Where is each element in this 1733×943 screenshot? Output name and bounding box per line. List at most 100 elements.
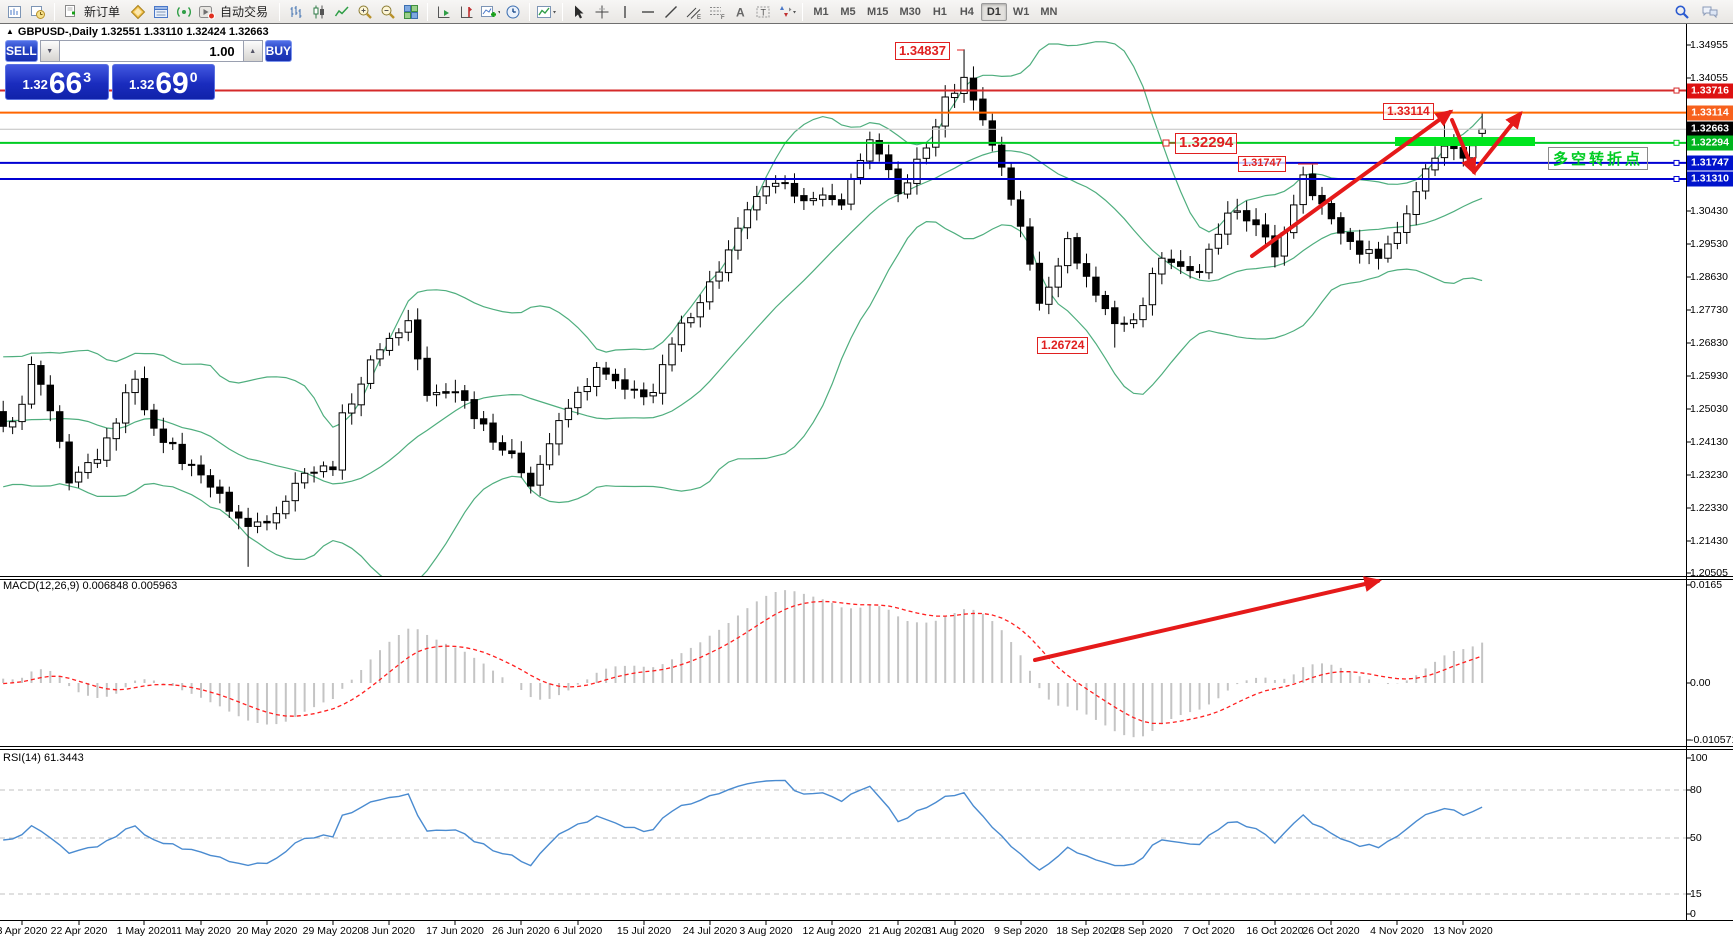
trend-arrow[interactable] <box>1450 118 1477 176</box>
zoom-out-icon[interactable] <box>377 2 399 22</box>
line-chart-icon[interactable] <box>331 2 353 22</box>
price-axis-tick: 1.34055 <box>1690 72 1728 84</box>
candlestick-series <box>0 49 1486 567</box>
vertical-line-icon[interactable] <box>614 2 636 22</box>
bollinger-band-line <box>3 149 1483 485</box>
timeframe-button-M5[interactable]: M5 <box>840 5 856 18</box>
tile-windows-icon[interactable] <box>400 2 422 22</box>
candlestick-icon[interactable] <box>308 2 330 22</box>
autotrading-label[interactable]: 自动交易 <box>220 5 269 19</box>
indicator-axis-tick: -0.010571 <box>1690 734 1733 746</box>
line-anchor-handle[interactable] <box>1673 87 1680 94</box>
turning-point-label[interactable]: 多空转折点 <box>1548 147 1649 170</box>
autotrading-icon[interactable] <box>196 2 218 22</box>
chart-profiles-icon[interactable] <box>27 2 49 22</box>
chart-title: ▲ GBPUSD-,Daily 1.32551 1.33110 1.32424 1… <box>6 26 269 38</box>
volume-input[interactable] <box>59 40 243 62</box>
fibonacci-icon[interactable]: F <box>706 2 728 22</box>
indicator-axis-tick: 0 <box>1690 908 1696 920</box>
price-label-133114[interactable]: 1.33114 <box>1383 103 1434 120</box>
timeframe-button-MN[interactable]: MN <box>1040 5 1058 18</box>
zoom-in-icon[interactable] <box>354 2 376 22</box>
timeframe-button-W1[interactable]: W1 <box>1012 5 1030 18</box>
timeframe-button-M30[interactable]: M30 <box>899 5 921 18</box>
volume-decrease-button[interactable]: ▼ <box>39 40 60 62</box>
bar-chart-icon[interactable] <box>285 2 307 22</box>
arrows-icon[interactable] <box>775 2 797 22</box>
macd-trend-arrow[interactable] <box>1033 576 1382 662</box>
period-icon[interactable] <box>502 2 524 22</box>
price-axis-tick: 1.23230 <box>1690 469 1728 481</box>
date-axis-label: 12 Aug 2020 <box>802 925 862 937</box>
market-depth-icon[interactable] <box>173 2 195 22</box>
chat-icon[interactable] <box>1699 2 1721 22</box>
line-anchor-handle[interactable] <box>1673 139 1680 146</box>
one-click-trading-panel: SELL ▼ ▲ BUY 1.32 66 3 1.32 69 0 <box>5 40 293 100</box>
price-badge-1.32294: 1.32294 <box>1687 135 1733 151</box>
new-order-label[interactable]: 新订单 <box>84 5 121 19</box>
timeframe-button-H4[interactable]: H4 <box>959 5 974 18</box>
line-anchor-handle[interactable] <box>1673 159 1680 166</box>
buy-button[interactable]: BUY <box>264 40 293 62</box>
trend-arrow[interactable] <box>1250 109 1454 258</box>
macd-signal-line <box>3 600 1483 725</box>
price-axis-tick: 1.24130 <box>1690 436 1728 448</box>
price-badge-1.33114: 1.33114 <box>1687 105 1733 121</box>
indicator-axis-tick: 15 <box>1690 888 1702 900</box>
macd-indicator-label: MACD(12,26,9) 0.006848 0.005963 <box>3 580 178 592</box>
price-label-131747[interactable]: 1.31747 <box>1238 156 1286 172</box>
rsi-line <box>3 779 1483 871</box>
price-axis-tick: 1.27730 <box>1690 304 1728 316</box>
price-badge-1.31747: 1.31747 <box>1687 155 1733 171</box>
new-order-icon[interactable] <box>60 2 82 22</box>
indicator-axis-tick: 0.00 <box>1690 677 1711 689</box>
toolbar-right-group <box>1671 2 1729 22</box>
sell-price-button[interactable]: 1.32 66 3 <box>5 64 109 100</box>
chart-shift-icon[interactable] <box>456 2 478 22</box>
line-anchor-handle[interactable] <box>1673 175 1680 182</box>
date-axis-label: 3 Apr 2020 <box>0 925 48 937</box>
horizontal-line-icon[interactable] <box>637 2 659 22</box>
text-label-icon[interactable]: T <box>752 2 774 22</box>
price-badge-1.33716: 1.33716 <box>1687 83 1733 99</box>
timeframe-button-D1[interactable]: D1 <box>980 2 1007 21</box>
date-axis-label: 3 Aug 2020 <box>739 925 793 937</box>
timeframe-button-M15[interactable]: M15 <box>867 5 889 18</box>
data-window-icon[interactable] <box>150 2 172 22</box>
sell-button[interactable]: SELL <box>5 40 38 62</box>
svg-text:A: A <box>736 5 745 19</box>
sell-price-pipette: 3 <box>83 69 91 85</box>
buy-price-button[interactable]: 1.32 69 0 <box>111 64 215 100</box>
channel-icon[interactable]: E <box>683 2 705 22</box>
volume-increase-button[interactable]: ▲ <box>242 40 263 62</box>
date-axis-label: 7 Oct 2020 <box>1183 925 1235 937</box>
price-label-132294[interactable]: 1.32294 <box>1175 133 1238 154</box>
text-icon[interactable]: A <box>729 2 751 22</box>
add-indicator-icon[interactable] <box>479 2 501 22</box>
templates-icon[interactable] <box>535 2 557 22</box>
date-axis-label: 9 Sep 2020 <box>994 925 1048 937</box>
toolbar-separator <box>279 2 281 21</box>
trendline-icon[interactable] <box>660 2 682 22</box>
buy-price-prefix: 1.32 <box>129 77 155 92</box>
new-chart-icon[interactable] <box>4 2 26 22</box>
metaeditor-icon[interactable] <box>127 2 149 22</box>
cursor-icon[interactable] <box>568 2 590 22</box>
price-badge-1.32663: 1.32663 <box>1687 121 1733 137</box>
price-label-126724[interactable]: 1.26724 <box>1037 337 1089 354</box>
trend-arrow[interactable] <box>1472 110 1523 174</box>
auto-scroll-icon[interactable] <box>433 2 455 22</box>
date-axis-label: 26 Oct 2020 <box>1302 925 1360 937</box>
search-icon[interactable] <box>1671 2 1693 22</box>
price-label-134837[interactable]: 1.34837 <box>895 42 950 61</box>
price-axis-tick: 1.29530 <box>1690 238 1728 250</box>
timeframe-button-M1[interactable]: M1 <box>813 5 829 18</box>
label-anchor[interactable] <box>1162 139 1170 147</box>
date-axis-label: 26 Jun 2020 <box>492 925 550 937</box>
date-axis-label: 16 Oct 2020 <box>1246 925 1304 937</box>
support-zone-rectangle[interactable] <box>1395 137 1535 146</box>
crosshair-icon[interactable] <box>591 2 613 22</box>
collapse-icon[interactable]: ▲ <box>6 27 14 36</box>
timeframe-button-H1[interactable]: H1 <box>932 5 947 18</box>
svg-text:T: T <box>761 7 767 17</box>
